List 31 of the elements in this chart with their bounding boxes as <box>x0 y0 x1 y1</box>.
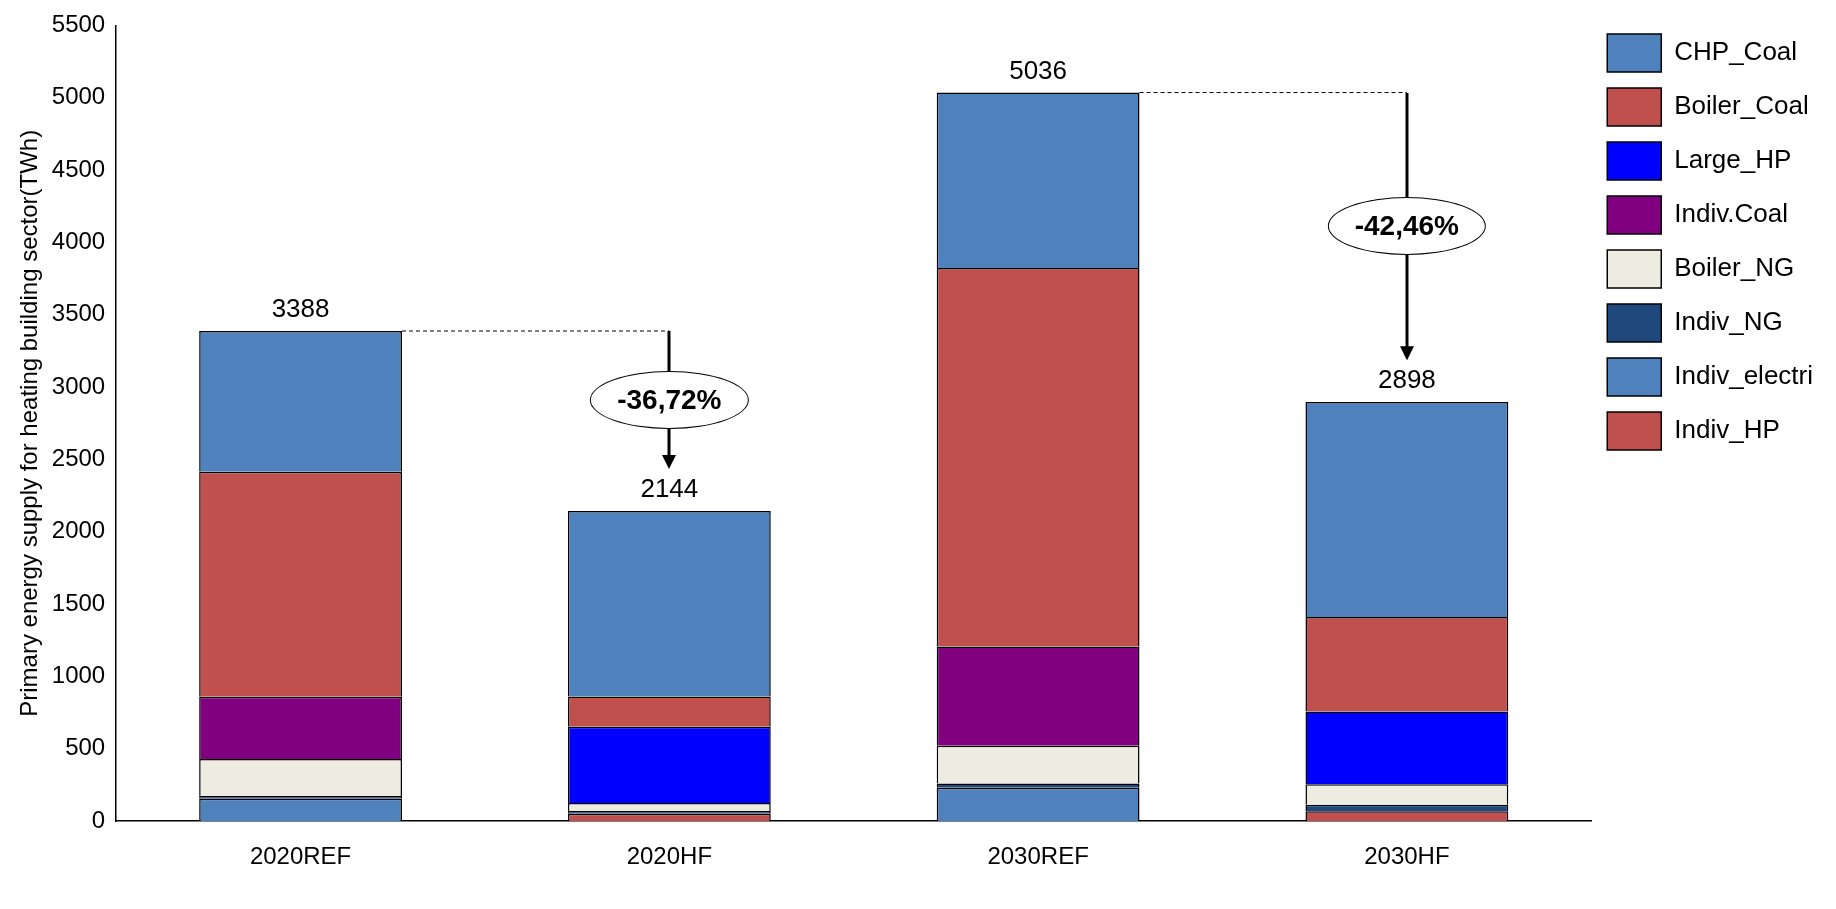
annotation: -36,72% <box>590 370 749 429</box>
y-tick-label: 500 <box>65 733 106 761</box>
total-label: 3388 <box>271 293 330 324</box>
annotation: -42,46% <box>1327 197 1487 256</box>
x-tick-label: 2020REF <box>249 842 352 870</box>
x-tick-label: 2030REF <box>987 842 1089 870</box>
y-tick-label: 2000 <box>51 516 106 544</box>
x-tick-label: 2020HF <box>626 842 713 870</box>
total-label: 2898 <box>1377 364 1436 395</box>
legend-label: CHP_Coal <box>1674 36 1798 67</box>
legend-label: Indiv_electri <box>1674 360 1813 391</box>
total-label: 2144 <box>640 473 699 504</box>
legend-label: Indiv_NG <box>1674 306 1783 337</box>
legend-label: Large_HP <box>1674 144 1792 175</box>
y-tick-label: 1000 <box>51 661 106 689</box>
y-tick-label: 3500 <box>51 299 106 327</box>
y-tick-label: 3000 <box>51 371 106 399</box>
y-tick-label: 1500 <box>51 588 106 616</box>
y-tick-label: 4500 <box>51 154 106 182</box>
legend-label: Boiler_NG <box>1674 252 1795 283</box>
legend-label: Indiv_HP <box>1674 414 1780 445</box>
y-tick-label: 2500 <box>51 444 106 472</box>
y-axis-title: Primary energy supply for heating building sector(TWh) <box>15 129 43 717</box>
x-tick-label: 2030HF <box>1364 842 1450 870</box>
y-tick-label: 5500 <box>51 10 106 38</box>
legend-label: Indiv.Coal <box>1674 198 1788 229</box>
y-tick-label: 0 <box>91 805 106 833</box>
y-tick-label: 5000 <box>51 82 106 110</box>
total-label: 5036 <box>1009 54 1068 85</box>
legend-label: Boiler_Coal <box>1674 90 1809 121</box>
y-tick-label: 4000 <box>51 227 106 255</box>
